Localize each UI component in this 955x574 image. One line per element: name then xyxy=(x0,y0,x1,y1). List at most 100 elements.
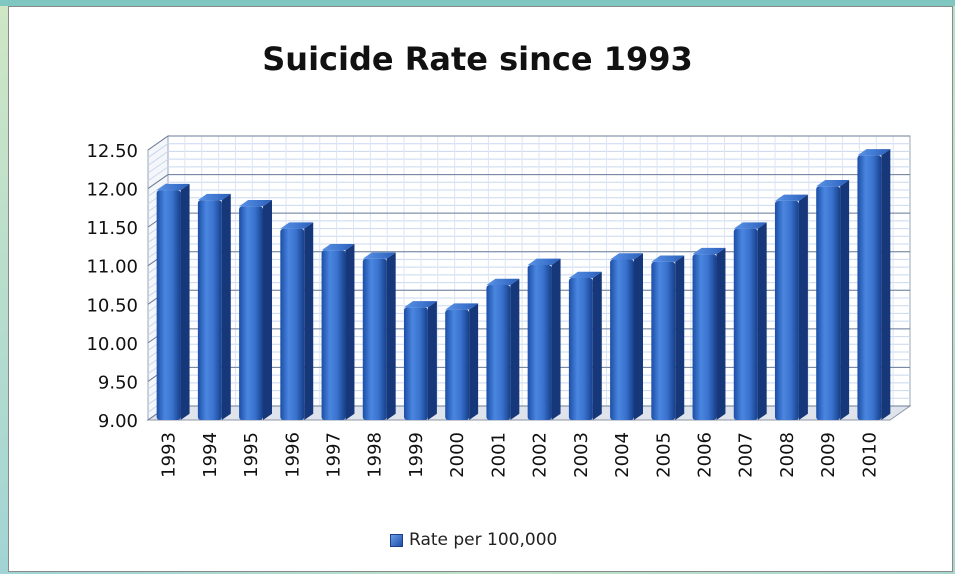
bar-top xyxy=(239,200,273,207)
x-tick-label: 2006 xyxy=(695,432,716,478)
bar-2007 xyxy=(733,222,767,420)
bar-side xyxy=(881,149,891,420)
minor-gridline-side xyxy=(147,166,169,182)
bar-front xyxy=(445,309,470,420)
bar-1999 xyxy=(403,301,437,420)
bar-1993 xyxy=(156,183,190,420)
bar-top xyxy=(486,278,520,285)
y-tick-label: 11.50 xyxy=(86,218,138,239)
x-tick-label: 2007 xyxy=(736,432,757,478)
bar-side xyxy=(798,194,808,420)
bar-front xyxy=(362,258,387,420)
bar-top xyxy=(280,222,314,229)
bar-1995 xyxy=(239,200,273,420)
bar-front xyxy=(651,261,676,420)
x-tick-label: 1996 xyxy=(282,432,303,478)
bar-2003 xyxy=(568,271,602,420)
bar-side xyxy=(551,258,561,420)
x-tick-label: 2005 xyxy=(653,432,674,478)
bar-side xyxy=(304,222,314,420)
bar-top xyxy=(610,253,644,260)
x-tick-label: 2000 xyxy=(447,432,468,478)
bar-front xyxy=(197,200,222,420)
bar-2006 xyxy=(692,247,726,420)
legend-label: Rate per 100,000 xyxy=(409,530,558,550)
x-tick-label: 2009 xyxy=(818,432,839,478)
bar-2010 xyxy=(857,149,891,420)
x-tick-label: 1997 xyxy=(324,432,345,478)
bar-side xyxy=(840,179,850,420)
bar-side xyxy=(592,271,602,420)
bar-front xyxy=(774,200,799,420)
bar-top xyxy=(857,149,891,156)
bar-1997 xyxy=(321,243,355,420)
bar-1998 xyxy=(362,252,396,420)
bar-2002 xyxy=(527,258,561,420)
bar-front xyxy=(156,190,181,420)
bar-front xyxy=(486,285,511,420)
bar-front xyxy=(568,278,593,420)
chart-legend: Rate per 100,000 xyxy=(390,530,557,550)
bar-side xyxy=(221,193,231,420)
y-tick-label: 9.50 xyxy=(98,372,138,393)
bar-front xyxy=(280,228,305,420)
bar-2009 xyxy=(816,179,850,420)
bar-front xyxy=(816,186,841,420)
bar-2005 xyxy=(651,255,685,420)
bar-front xyxy=(610,259,635,420)
y-tick-label: 12.50 xyxy=(86,141,138,162)
x-tick-label: 1999 xyxy=(406,432,427,478)
x-tick-label: 2010 xyxy=(859,432,880,478)
bar-top xyxy=(445,303,479,310)
bar-side xyxy=(757,222,767,420)
bar-top xyxy=(156,183,190,191)
bar-side xyxy=(386,252,396,420)
x-tick-label: 2008 xyxy=(777,432,798,478)
minor-gridline-side xyxy=(147,151,169,166)
x-tick-label: 1993 xyxy=(159,432,180,478)
bar-side xyxy=(263,200,273,420)
bar-top xyxy=(816,179,850,187)
bar-front xyxy=(527,264,552,420)
bar-side xyxy=(180,183,190,420)
bar-top xyxy=(527,258,561,265)
bar-top xyxy=(197,193,231,201)
bar-side xyxy=(469,303,479,420)
bar-2004 xyxy=(610,253,644,420)
bar-front xyxy=(692,254,717,420)
bar-top xyxy=(362,252,396,259)
bar-top xyxy=(651,255,685,262)
bar-side xyxy=(427,301,437,420)
bar-1996 xyxy=(280,222,314,420)
bar-top xyxy=(774,194,808,201)
bar-2001 xyxy=(486,278,520,420)
y-tick-label: 10.50 xyxy=(86,295,138,316)
bar-side xyxy=(345,243,355,420)
bar-side xyxy=(675,255,685,420)
bar-front xyxy=(733,228,758,420)
bar-front xyxy=(403,307,428,420)
x-tick-label: 2004 xyxy=(612,432,633,478)
x-tick-label: 2003 xyxy=(571,432,592,478)
y-tick-label: 12.00 xyxy=(86,180,138,201)
x-tick-label: 1995 xyxy=(241,432,262,478)
bar-top xyxy=(568,271,602,279)
legend-swatch xyxy=(390,533,403,547)
y-tick-label: 9.00 xyxy=(98,411,138,432)
minor-gridline-side xyxy=(147,158,169,174)
bar-2008 xyxy=(774,194,808,420)
bar-top xyxy=(321,243,355,251)
x-tick-label: 1994 xyxy=(200,432,221,478)
minor-gridline-side xyxy=(147,143,169,159)
bar-front xyxy=(239,206,264,420)
x-tick-label: 2002 xyxy=(530,432,551,478)
y-tick-label: 10.00 xyxy=(86,334,138,355)
major-gridline-side xyxy=(147,135,169,151)
x-tick-label: 1998 xyxy=(365,432,386,478)
bar-side xyxy=(716,247,726,420)
bar-side xyxy=(510,278,520,420)
chart-title: Suicide Rate since 1993 xyxy=(262,40,693,78)
background-strip xyxy=(0,0,955,6)
x-tick-label: 2001 xyxy=(488,432,509,478)
